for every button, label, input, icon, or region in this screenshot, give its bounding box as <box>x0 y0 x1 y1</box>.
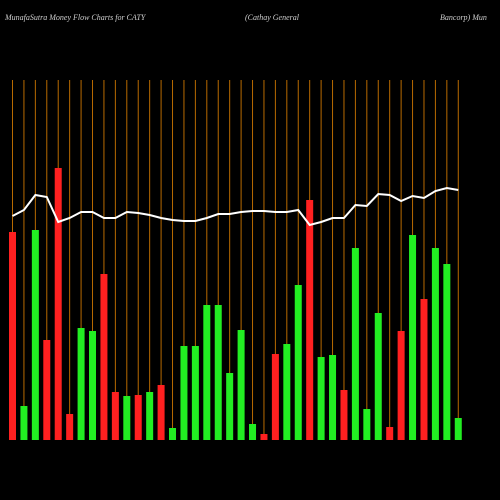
bar <box>169 428 177 440</box>
bar <box>43 340 51 440</box>
bar <box>363 409 371 440</box>
chart-subtitle: Bancorp) Mun <box>440 13 487 22</box>
bar <box>31 230 39 440</box>
bar <box>100 274 108 440</box>
bar <box>454 418 462 440</box>
bar <box>340 390 348 440</box>
bar <box>191 346 199 440</box>
bar <box>66 414 74 440</box>
bar <box>397 331 405 440</box>
bar <box>386 427 394 440</box>
bar <box>203 305 211 440</box>
bar <box>374 313 382 440</box>
bar <box>271 354 279 440</box>
bar <box>9 232 16 440</box>
chart-subtitle: (Cathay General <box>245 13 300 22</box>
bar <box>214 305 222 440</box>
bar <box>134 395 142 440</box>
bar <box>443 264 451 440</box>
bar <box>329 355 337 440</box>
bar <box>226 373 234 440</box>
bar <box>20 406 28 440</box>
bar <box>431 248 439 440</box>
bar <box>180 346 188 440</box>
bar <box>306 200 314 440</box>
bar <box>317 357 325 440</box>
bar <box>351 248 359 440</box>
bar <box>249 424 257 440</box>
bar <box>54 168 62 440</box>
bar <box>111 392 119 440</box>
bar <box>294 285 302 440</box>
bar <box>420 299 428 440</box>
bar <box>237 330 245 440</box>
bar <box>260 434 268 440</box>
money-flow-line <box>12 186 459 227</box>
bar <box>283 344 291 440</box>
bar <box>89 331 97 440</box>
chart-title: MunafaSutra Money Flow Charts for CATY <box>4 13 147 22</box>
bar <box>157 385 165 440</box>
bar <box>409 235 417 440</box>
bar <box>77 328 85 440</box>
bar <box>123 396 131 440</box>
bar <box>146 392 154 440</box>
